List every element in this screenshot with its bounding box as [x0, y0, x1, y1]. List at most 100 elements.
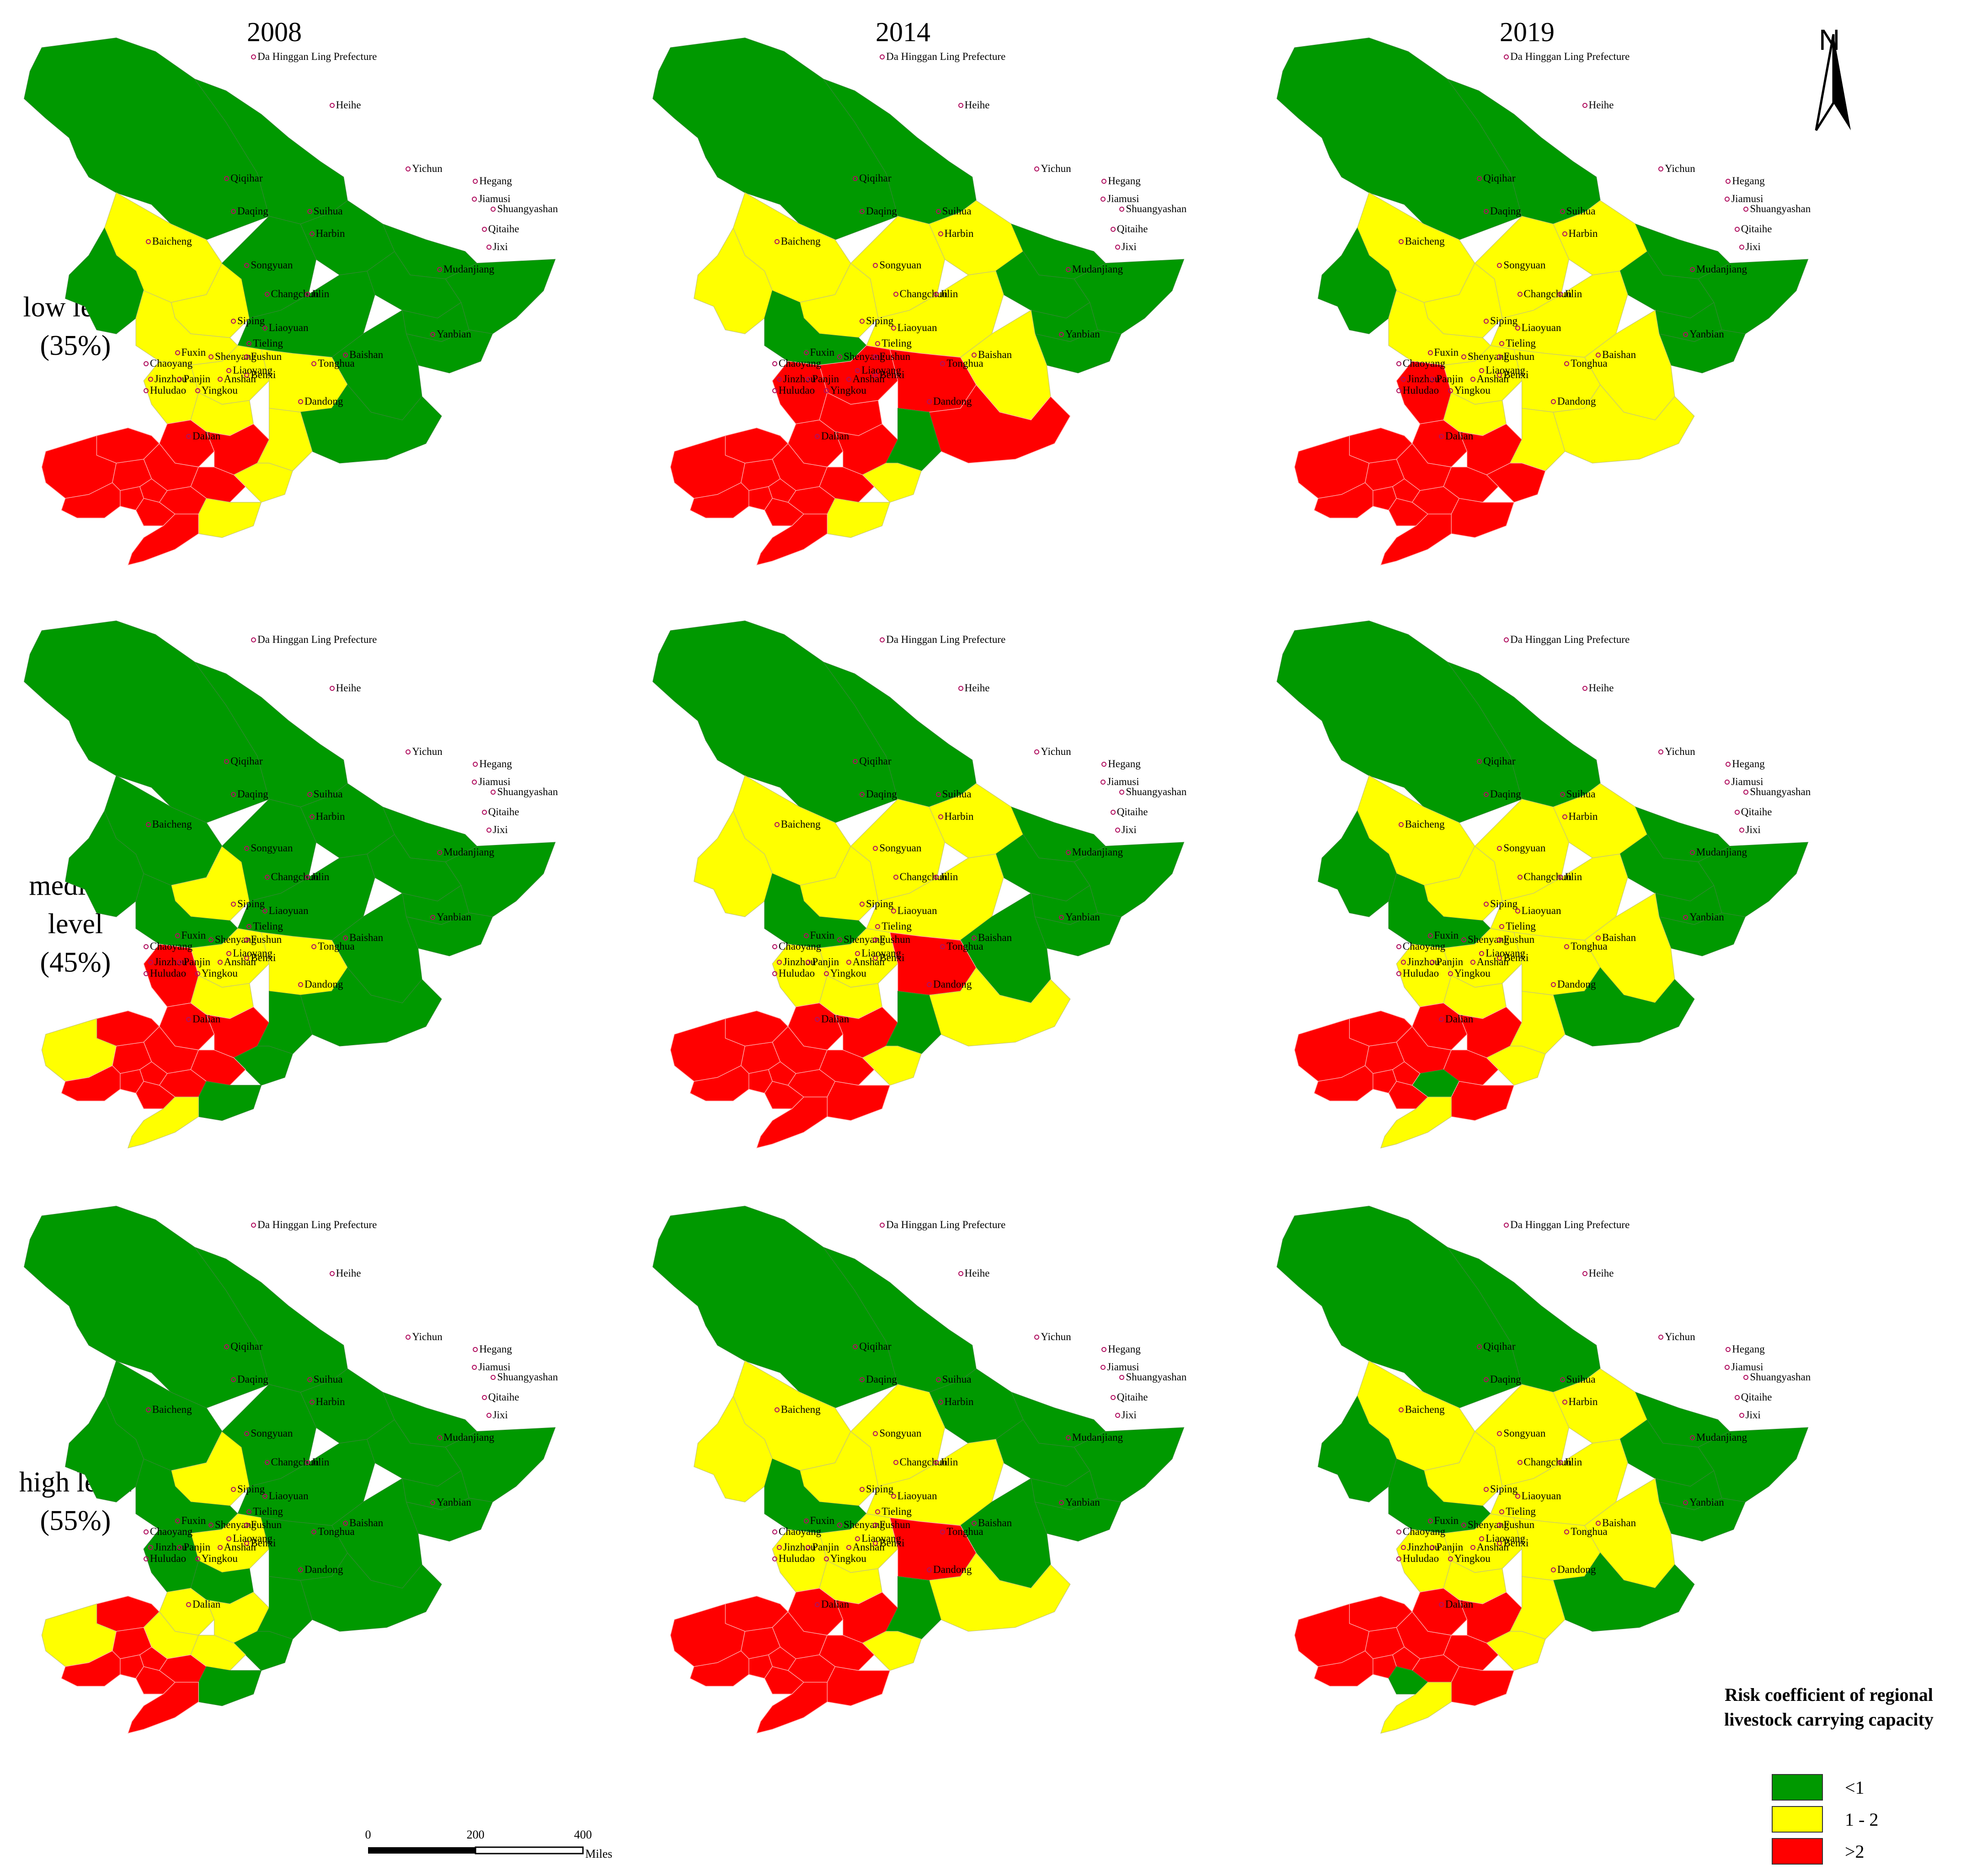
city-label: Shenyang	[208, 351, 256, 363]
city-label: Liaoyang	[226, 1532, 273, 1544]
city-label: Jixi	[1739, 1409, 1761, 1421]
city-label: Chaoyang	[772, 358, 822, 369]
city-label: Qitaihe	[1110, 806, 1148, 818]
city-label: Songyuan	[244, 259, 293, 271]
city-label: Harbin	[938, 1395, 974, 1407]
region-huludao	[689, 1650, 749, 1687]
city-label: Panjin	[806, 956, 839, 968]
city-label: Daqing	[1484, 1373, 1521, 1385]
region-baicheng	[694, 227, 773, 334]
city-label: Suihua	[1560, 205, 1596, 217]
city-label: Siping	[230, 315, 265, 326]
city-label: Da Hinggan Ling Prefecture	[1504, 50, 1630, 62]
city-label: Hegang	[473, 175, 512, 187]
city-label: Harbin	[309, 1395, 345, 1407]
city-label: Hegang	[473, 1343, 512, 1355]
city-label: Baicheng	[774, 1403, 821, 1415]
city-label: Panjin	[1430, 1541, 1464, 1553]
city-label: Yichun	[1658, 162, 1695, 174]
city-label: Jixi	[1739, 241, 1761, 253]
region-da-hinggan-ling-prefecture	[1277, 1206, 1523, 1408]
city-label: Baishan	[342, 348, 384, 360]
city-label: Harbin	[1562, 227, 1598, 239]
city-label: Fushun	[873, 351, 911, 363]
region-da-hinggan-ling-prefecture	[652, 620, 898, 823]
region-huludao	[1314, 1650, 1373, 1687]
city-label: Hegang	[1101, 1343, 1141, 1355]
city-label: Baishan	[1595, 1517, 1636, 1529]
city-label: Liaoyang	[855, 947, 902, 959]
city-label: Siping	[230, 1483, 265, 1495]
city-label: Tonghua	[311, 358, 355, 369]
city-label: Jixi	[486, 1409, 508, 1421]
city-label: Suihua	[935, 1373, 972, 1385]
city-label: Tonghua	[940, 1526, 983, 1538]
city-label: Anshan	[1470, 373, 1509, 385]
scale-bar	[368, 1846, 584, 1855]
map-panel-2019-row1: Da Hinggan Ling Prefecture Heihe Yichun Heg…	[1271, 21, 1820, 592]
legend-swatch-red	[1772, 1838, 1823, 1865]
city-label: Qiqihar	[1477, 172, 1516, 184]
city-label: Tieling	[1499, 337, 1536, 349]
city-label: Shenyang	[837, 934, 885, 946]
city-label: Baishan	[1595, 348, 1636, 360]
city-label: Fuxin	[803, 346, 835, 358]
region-da-hinggan-ling-prefecture	[652, 37, 898, 240]
city-label: Hegang	[1726, 175, 1765, 187]
scale-tick-400: 400	[574, 1828, 592, 1841]
city-label: Qitaihe	[1734, 223, 1772, 235]
city-label: Panjin	[177, 956, 211, 968]
city-label: Yanbian	[430, 1497, 471, 1508]
city-label: Panjin	[806, 373, 839, 385]
city-label: Shenyang	[208, 1519, 256, 1531]
city-label: Siping	[230, 898, 265, 909]
city-label: Siping	[1483, 898, 1518, 909]
city-label: Huludao	[772, 384, 815, 396]
city-label: Fushun	[1497, 1519, 1535, 1531]
city-label: Jinzhou	[1400, 373, 1440, 385]
city-label: Qitaihe	[481, 1391, 519, 1403]
city-label: Qitaihe	[1734, 1391, 1772, 1403]
city-label: Siping	[1483, 1483, 1518, 1495]
city-label: Changchun	[264, 1456, 319, 1468]
city-label: Suihua	[307, 788, 343, 800]
city-label: Jilin	[305, 288, 330, 300]
city-label: Yanbian	[1059, 911, 1100, 923]
city-label: Jilin	[1557, 1456, 1582, 1468]
region-jixi	[1034, 329, 1122, 374]
city-label: Jinzhou	[148, 1541, 187, 1553]
region-jixi	[1658, 329, 1746, 374]
city-label: Daqing	[231, 1373, 268, 1385]
city-label: Heihe	[329, 99, 361, 111]
city-label: Baicheng	[1398, 818, 1445, 830]
city-label: Jilin	[1557, 288, 1582, 300]
city-label: Baishan	[971, 348, 1012, 360]
region-da-hinggan-ling-prefecture	[24, 37, 270, 240]
city-label: Yingkou	[823, 384, 866, 396]
city-label: Fuxin	[803, 929, 835, 941]
city-label: Chaoyang	[143, 1526, 193, 1538]
city-labels: Da Hinggan Ling Prefecture Heihe Yichun Heg…	[1271, 21, 1820, 592]
city-label: Changchun	[1517, 288, 1572, 300]
city-labels: Da Hinggan Ling Prefecture Heihe Yichun Heg…	[647, 21, 1196, 592]
city-label: Dalian	[814, 1598, 850, 1610]
city-label: Liaoyuan	[891, 321, 937, 333]
north-arrow-icon	[1815, 34, 1851, 131]
city-label: Qiqihar	[1477, 755, 1516, 767]
region-jixi	[406, 1497, 493, 1542]
city-label: Heihe	[1582, 99, 1614, 111]
city-label: Baishan	[342, 931, 384, 943]
city-label: Benxi	[873, 369, 905, 380]
city-label: Heihe	[329, 1267, 361, 1279]
city-label: Suihua	[1560, 1373, 1596, 1385]
city-label: Mudanjiang	[1065, 846, 1123, 858]
city-label: Daqing	[860, 1373, 897, 1385]
region-jixi	[1658, 912, 1746, 957]
city-label: Shuangyashan	[1743, 1371, 1811, 1383]
city-label: Dalian	[186, 1598, 221, 1610]
city-label: Siping	[859, 898, 894, 909]
city-label: Chaoyang	[1396, 941, 1446, 952]
city-label: Da Hinggan Ling Prefecture	[251, 50, 377, 62]
city-label: Jiamusi	[1101, 1361, 1139, 1373]
legend-title: Risk coefficient of regional livestock c…	[1701, 1683, 1957, 1732]
